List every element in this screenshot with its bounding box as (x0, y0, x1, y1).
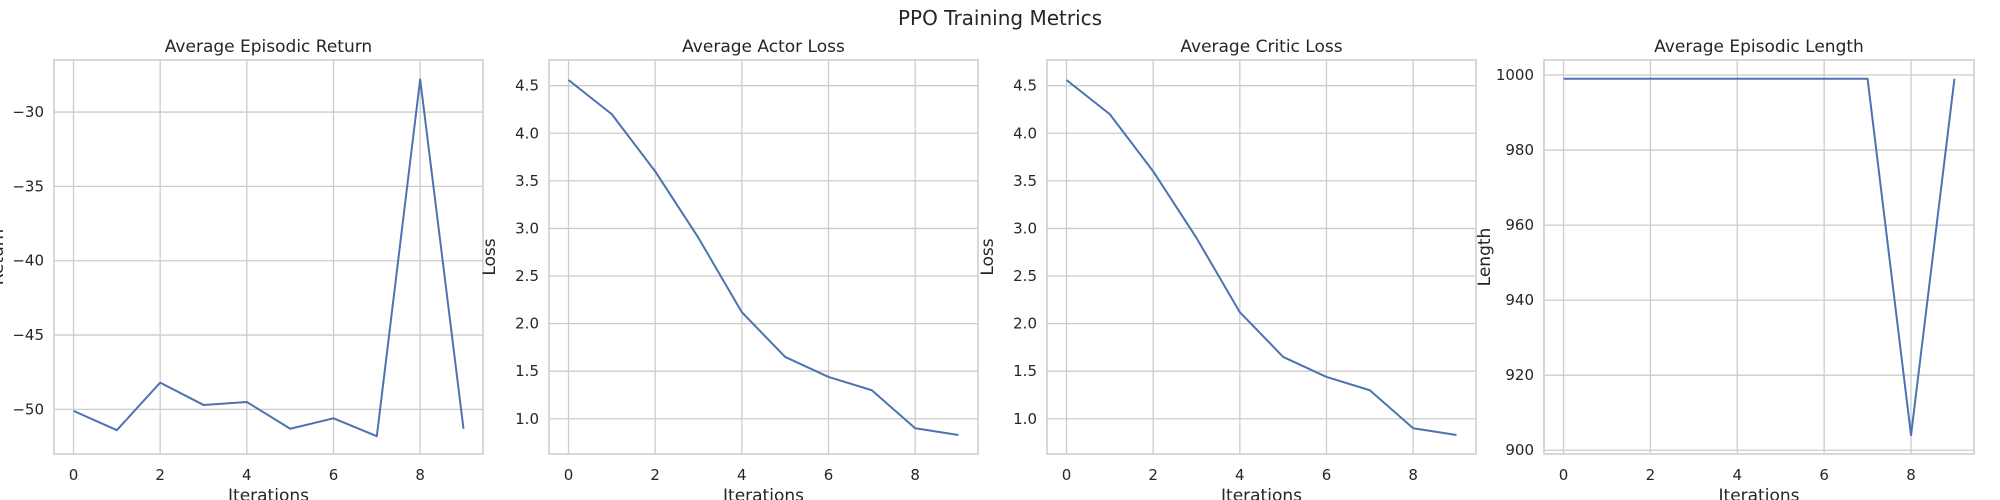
x-tick-label: 6 (1322, 466, 1332, 484)
axes-frame (53, 59, 484, 455)
y-tick-label: −45 (12, 326, 44, 344)
y-tick-label: 900 (1505, 441, 1534, 459)
y-tick-label: 4.0 (1013, 124, 1037, 142)
x-tick-label: 0 (69, 466, 79, 484)
plot-area (54, 60, 483, 454)
axes-frame (1046, 59, 1477, 455)
x-tick-label: 6 (329, 466, 339, 484)
x-tick-label: 4 (242, 466, 252, 484)
subplot-title: Average Critic Loss (1180, 37, 1342, 57)
y-tick-label: 960 (1505, 216, 1534, 234)
y-tick-label: 3.0 (1013, 219, 1037, 237)
x-axis-label: Iterations (1221, 486, 1302, 500)
subplot-2: 0 2 4 6 8 1.0 1.5 2.0 2.5 3.0 3.5 4.0 4.5 Average Act… (480, 37, 979, 500)
plot-area (1047, 60, 1476, 454)
x-tick-label: 0 (1062, 466, 1072, 484)
subplot-title: Average Episodic Return (165, 37, 372, 57)
figure-title: PPO Training Metrics (897, 6, 1103, 30)
subplot-1: 0 2 4 6 8 −50 −45 −40 −35 −30 Average Episodic Ret… (0, 37, 484, 500)
series-line (1065, 79, 1457, 436)
series-line (1563, 77, 1956, 437)
x-tick-label: 8 (1906, 466, 1916, 484)
axes-frame (1543, 59, 1975, 455)
y-tick-label: 3.5 (1013, 172, 1037, 190)
y-tick-label: 1.5 (515, 362, 539, 380)
x-axis-label: Iterations (723, 486, 804, 500)
y-tick-label: 2.0 (515, 315, 539, 333)
x-tick-label: 2 (155, 466, 165, 484)
series-line (567, 79, 959, 436)
y-axis-label: Loss (480, 238, 500, 275)
axes-frame (548, 59, 979, 455)
y-tick-label: 980 (1505, 141, 1534, 159)
y-tick-label: 4.5 (1013, 77, 1037, 95)
y-tick-label: 940 (1505, 291, 1534, 309)
x-tick-label: 8 (415, 466, 425, 484)
y-tick-label: 4.5 (515, 77, 539, 95)
x-tick-label: 4 (1235, 466, 1245, 484)
subplot-3: 0 2 4 6 8 1.0 1.5 2.0 2.5 3.0 3.5 4.0 4.5 Average Cri… (978, 37, 1477, 500)
x-tick-label: 4 (1733, 466, 1743, 484)
y-tick-label: 3.0 (515, 219, 539, 237)
plot-area (1544, 60, 1974, 454)
y-tick-label: 2.5 (515, 267, 539, 285)
y-tick-label: 2.5 (1013, 267, 1037, 285)
x-axis-label: Iterations (228, 486, 309, 500)
x-axis-label: Iterations (1719, 486, 1800, 500)
subplot-title: Average Actor Loss (682, 37, 845, 57)
y-tick-label: 1.5 (1013, 362, 1037, 380)
y-tick-label: 1000 (1496, 66, 1534, 84)
y-tick-label: −35 (12, 177, 44, 195)
y-axis-label: Return (0, 229, 8, 285)
x-tick-label: 2 (1646, 466, 1656, 484)
y-axis-label: Length (1475, 228, 1495, 287)
x-tick-label: 6 (824, 466, 834, 484)
x-tick-label: 6 (1819, 466, 1829, 484)
x-tick-label: 0 (564, 466, 574, 484)
y-tick-label: 4.0 (515, 124, 539, 142)
x-tick-label: 2 (650, 466, 660, 484)
series-line (73, 78, 465, 438)
subplot-4: 0 2 4 6 8 900 920 940 960 980 1000 Average Episodic… (1475, 37, 1975, 500)
plot-area (549, 60, 978, 454)
y-axis-label: Loss (978, 238, 998, 275)
y-tick-label: 1.0 (515, 410, 539, 428)
y-tick-label: 2.0 (1013, 315, 1037, 333)
x-tick-label: 8 (910, 466, 920, 484)
x-tick-label: 0 (1559, 466, 1569, 484)
y-tick-label: −30 (12, 103, 44, 121)
y-tick-label: −50 (12, 400, 44, 418)
y-tick-label: 3.5 (515, 172, 539, 190)
x-tick-label: 2 (1148, 466, 1158, 484)
y-tick-label: −40 (12, 252, 44, 270)
subplot-title: Average Episodic Length (1654, 37, 1864, 57)
x-tick-label: 8 (1408, 466, 1418, 484)
y-tick-label: 1.0 (1013, 410, 1037, 428)
y-tick-label: 920 (1505, 366, 1534, 384)
x-tick-label: 4 (737, 466, 747, 484)
